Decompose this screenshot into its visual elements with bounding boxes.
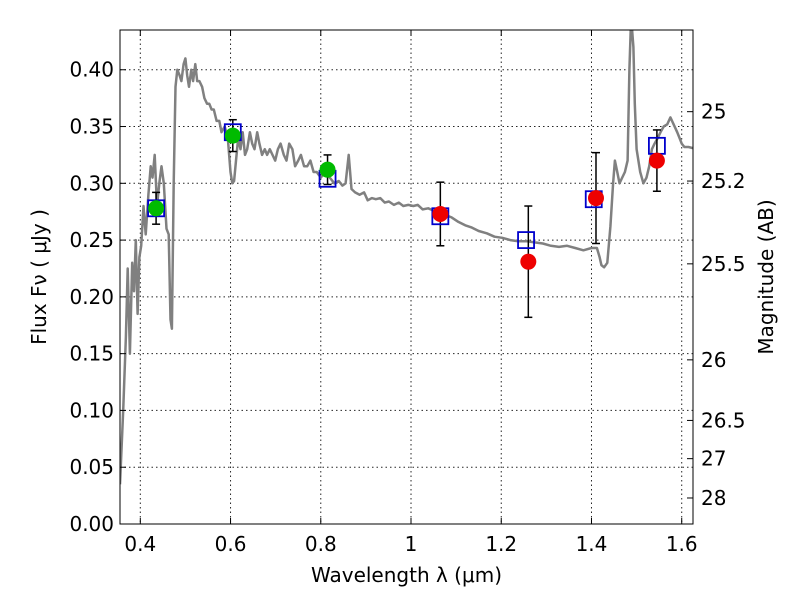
ticks	[120, 30, 693, 525]
y-tick-label: 0.05	[69, 455, 114, 479]
x-tick-label: 1.4	[576, 532, 608, 556]
model-photometry-square	[517, 231, 535, 249]
y-tick-label: 0.25	[69, 228, 114, 252]
x-tick-label: 0.6	[215, 532, 247, 556]
x-axis-label: Wavelength λ (μm)	[311, 563, 502, 587]
tick-labels: 0.4 0.6 0.8 1 1.2 1.4 1.6 0.00 0.05 0.10 0.15 0.20 0…	[69, 58, 745, 556]
right-tick-label: 27	[701, 447, 726, 471]
observed-point	[148, 200, 165, 217]
observed-point	[520, 253, 537, 270]
right-tick-label: 25.5	[701, 252, 746, 276]
right-tick-label: 25	[701, 100, 726, 124]
axes-frame	[119, 29, 694, 525]
y-tick-label: 0.30	[69, 171, 114, 195]
plot-area	[120, 30, 693, 485]
right-tick-label: 25.2	[701, 169, 746, 193]
y-tick-label: 0.10	[69, 398, 114, 422]
model-spectrum-line	[120, 30, 693, 485]
y-axis-label: Flux Fν ( μJy )	[27, 209, 51, 345]
observed-point	[648, 152, 665, 169]
observed-point	[224, 127, 241, 144]
y-tick-label: 0.35	[69, 115, 114, 139]
x-tick-label: 0.8	[305, 532, 337, 556]
right-tick-label: 28	[701, 486, 726, 510]
y-tick-label: 0.20	[69, 285, 114, 309]
x-tick-label: 1	[405, 532, 418, 556]
observed-point	[587, 190, 604, 207]
plot-clip-group	[120, 30, 693, 485]
y-axis-right-label: Magnitude (AB)	[754, 199, 778, 354]
observed-point	[319, 161, 336, 178]
y-tick-label: 0.15	[69, 342, 114, 366]
x-tick-label: 1.6	[666, 532, 698, 556]
x-tick-label: 0.4	[124, 532, 156, 556]
x-tick-label: 1.2	[485, 532, 517, 556]
right-tick-label: 26.5	[701, 408, 746, 432]
y-tick-label: 0.00	[69, 512, 114, 536]
right-tick-label: 26	[701, 348, 726, 372]
y-tick-label: 0.40	[69, 58, 114, 82]
observed-point	[432, 205, 449, 222]
